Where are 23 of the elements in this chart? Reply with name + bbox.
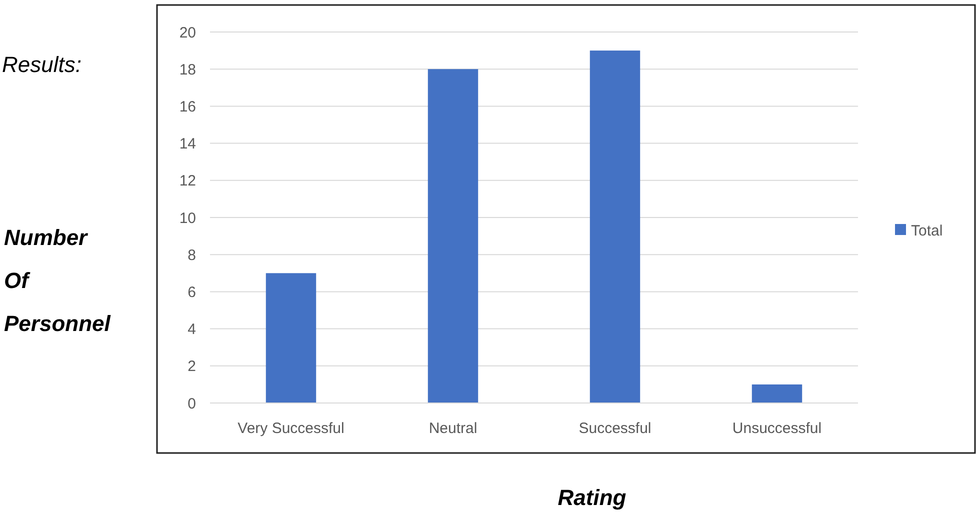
y-tick-label: 16 — [179, 98, 196, 116]
y-tick-label: 0 — [188, 395, 196, 412]
y-tick-label: 14 — [179, 136, 196, 153]
y-tick-label: 10 — [179, 210, 196, 227]
y-tick-label: 6 — [188, 284, 196, 301]
x-tick-label: Very Successful — [238, 420, 344, 437]
y-tick-label: 12 — [179, 172, 196, 190]
bar — [428, 69, 478, 403]
x-tick-label: Neutral — [428, 420, 478, 437]
y-tick-label: 8 — [188, 246, 196, 264]
x-tick-label: Unsuccessful — [732, 420, 822, 437]
bar — [752, 384, 802, 403]
legend-label: Total — [911, 222, 943, 240]
y-tick-label: 20 — [179, 24, 196, 42]
x-axis-title: Rating — [558, 485, 627, 510]
x-tick-label: Successful — [578, 420, 652, 437]
y-tick-label: 2 — [188, 358, 196, 376]
y-axis-title: Number Of Personnel — [4, 225, 112, 336]
y-tick-label: 4 — [188, 321, 196, 338]
text: Results: — [2, 52, 82, 77]
y-tick-label: 18 — [179, 61, 196, 78]
bar — [590, 50, 640, 403]
bar — [266, 273, 316, 403]
